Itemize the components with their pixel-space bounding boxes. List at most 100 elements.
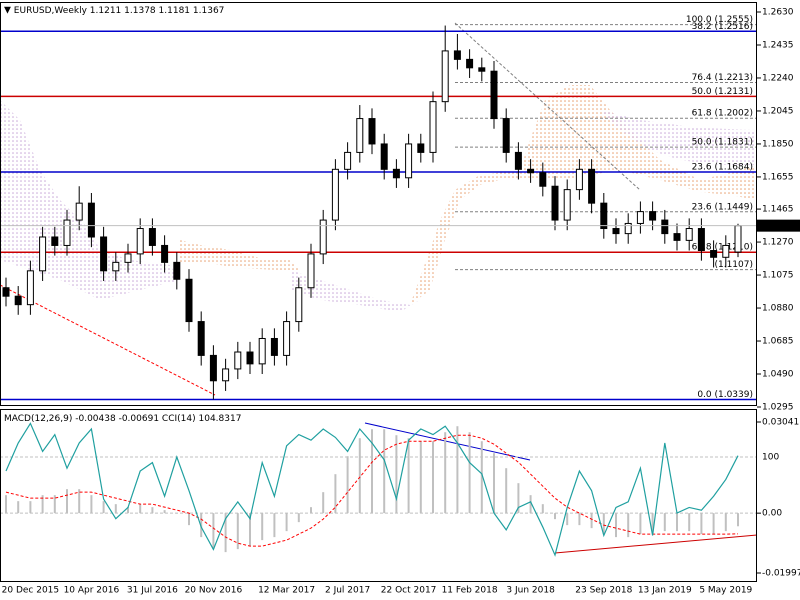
current-price-label: 1.1367 (762, 221, 794, 231)
x-tick-label: 20 Nov 2016 (185, 586, 243, 596)
level-label: (1.1107) (714, 260, 753, 270)
x-tick-label: 13 Jan 2019 (638, 586, 692, 596)
macd-bar (468, 432, 471, 514)
macd-bar (175, 513, 178, 514)
candle-body (258, 337, 266, 365)
candle-body (63, 219, 71, 246)
macd-bar (90, 495, 93, 514)
candle-body (283, 321, 291, 356)
candle-body (185, 278, 193, 323)
candle-body (502, 118, 510, 153)
y-tick-label: 1.2240 (762, 73, 794, 83)
candle-body (307, 253, 315, 289)
macd-bar (53, 495, 56, 514)
candle-body (270, 337, 278, 356)
macd-bar (334, 474, 337, 514)
macd-bar (724, 513, 727, 532)
x-tick-label: 10 Apr 2016 (64, 586, 120, 596)
candle-body (234, 351, 242, 370)
macd-bar (102, 501, 105, 514)
candle-body (173, 261, 181, 280)
current-price-box (757, 219, 800, 232)
macd-bar (737, 513, 739, 527)
x-tick-label: 20 Dec 2015 (2, 586, 60, 596)
macd-bar (541, 504, 544, 514)
level-label: 50.0 (1.1831) (692, 138, 753, 148)
candle-body (466, 58, 474, 69)
candle-body (612, 228, 620, 235)
macd-bar (663, 513, 666, 532)
candle-body (588, 168, 596, 204)
y-tick-label: 1.2630 (762, 8, 794, 18)
macd-bar (712, 513, 715, 535)
macd-bar (505, 468, 508, 514)
y-tick-label: 1.0295 (762, 403, 794, 413)
candle-body (75, 202, 83, 221)
candle-body (624, 222, 632, 235)
macd-bar (139, 504, 142, 514)
candle-body (527, 168, 535, 174)
high-value: 1.1378 (124, 6, 156, 16)
macd-bar (480, 441, 483, 514)
x-tick-label: 3 Jun 2018 (506, 586, 555, 596)
macd-bar (163, 510, 166, 514)
y2-tick-label: 100 (762, 453, 779, 463)
candle-body (368, 118, 376, 145)
y-tick-label: 1.1075 (762, 271, 794, 281)
candle-body (453, 50, 461, 60)
macd-bar (383, 429, 386, 514)
level-label: 61.8 (1.1210) (692, 243, 753, 253)
macd-bar (432, 441, 434, 514)
macd-bar (566, 513, 569, 526)
level-label: 100.0 (1.2555) (686, 15, 753, 25)
candle-body (600, 202, 608, 230)
level-label: 23.6 (1.1684) (692, 163, 753, 173)
cci-value: 104.8317 (199, 414, 242, 424)
macd-bar (41, 495, 44, 514)
level-label: 38.2 (1.2516) (692, 22, 753, 32)
macd-bar (212, 513, 215, 550)
candle-body (417, 143, 425, 153)
candle-body (39, 236, 47, 272)
level-label: 50.0 (1.2131) (692, 87, 753, 97)
y-tick-label: 1.1655 (762, 172, 794, 182)
candle-body (246, 351, 254, 365)
macd-bar (310, 507, 312, 514)
candle-body (51, 236, 59, 246)
cci-line (5, 422, 739, 557)
macd-bar (188, 513, 190, 526)
price-pane: 100.0 (1.2555)38.2 (1.2516) 76.4 (1.2213)… (0, 15, 757, 401)
macd-bar (407, 438, 410, 514)
y-tick-label: 1.2435 (762, 40, 794, 50)
macd-bar (114, 504, 117, 514)
candle-body (222, 368, 230, 382)
y-tick-label: 1.1270 (762, 238, 794, 248)
x-tick-label: 12 Mar 2017 (258, 586, 315, 596)
candle-body (661, 219, 669, 235)
candle-body (514, 151, 522, 170)
macd-bar (29, 501, 32, 514)
price-frame (0, 2, 757, 406)
candle-body (429, 101, 437, 153)
macd-bar (419, 441, 422, 514)
candle-body (380, 143, 388, 170)
macd-bar (590, 513, 593, 529)
x-tick-label: 23 Sep 2018 (575, 586, 632, 596)
candle-body (100, 236, 108, 272)
macd-bar (5, 495, 7, 514)
macd-bar (578, 513, 581, 526)
macd-bar (224, 513, 227, 553)
cci-name: CCI(14) (162, 414, 196, 424)
macd-bar (444, 432, 447, 514)
macd-bar (78, 489, 81, 514)
candle-body (112, 261, 120, 272)
macd-bar (700, 513, 703, 535)
y-tick-label: -0.01997 (762, 569, 800, 579)
macd-bar (615, 513, 617, 538)
macd-bar (66, 489, 68, 514)
macd-bar (371, 429, 373, 514)
macd-bar (249, 513, 251, 547)
indicator-header: MACD(12,26,9) -0.00438 -0.00691 CCI(14) … (4, 414, 241, 424)
macd-bar (346, 456, 349, 514)
